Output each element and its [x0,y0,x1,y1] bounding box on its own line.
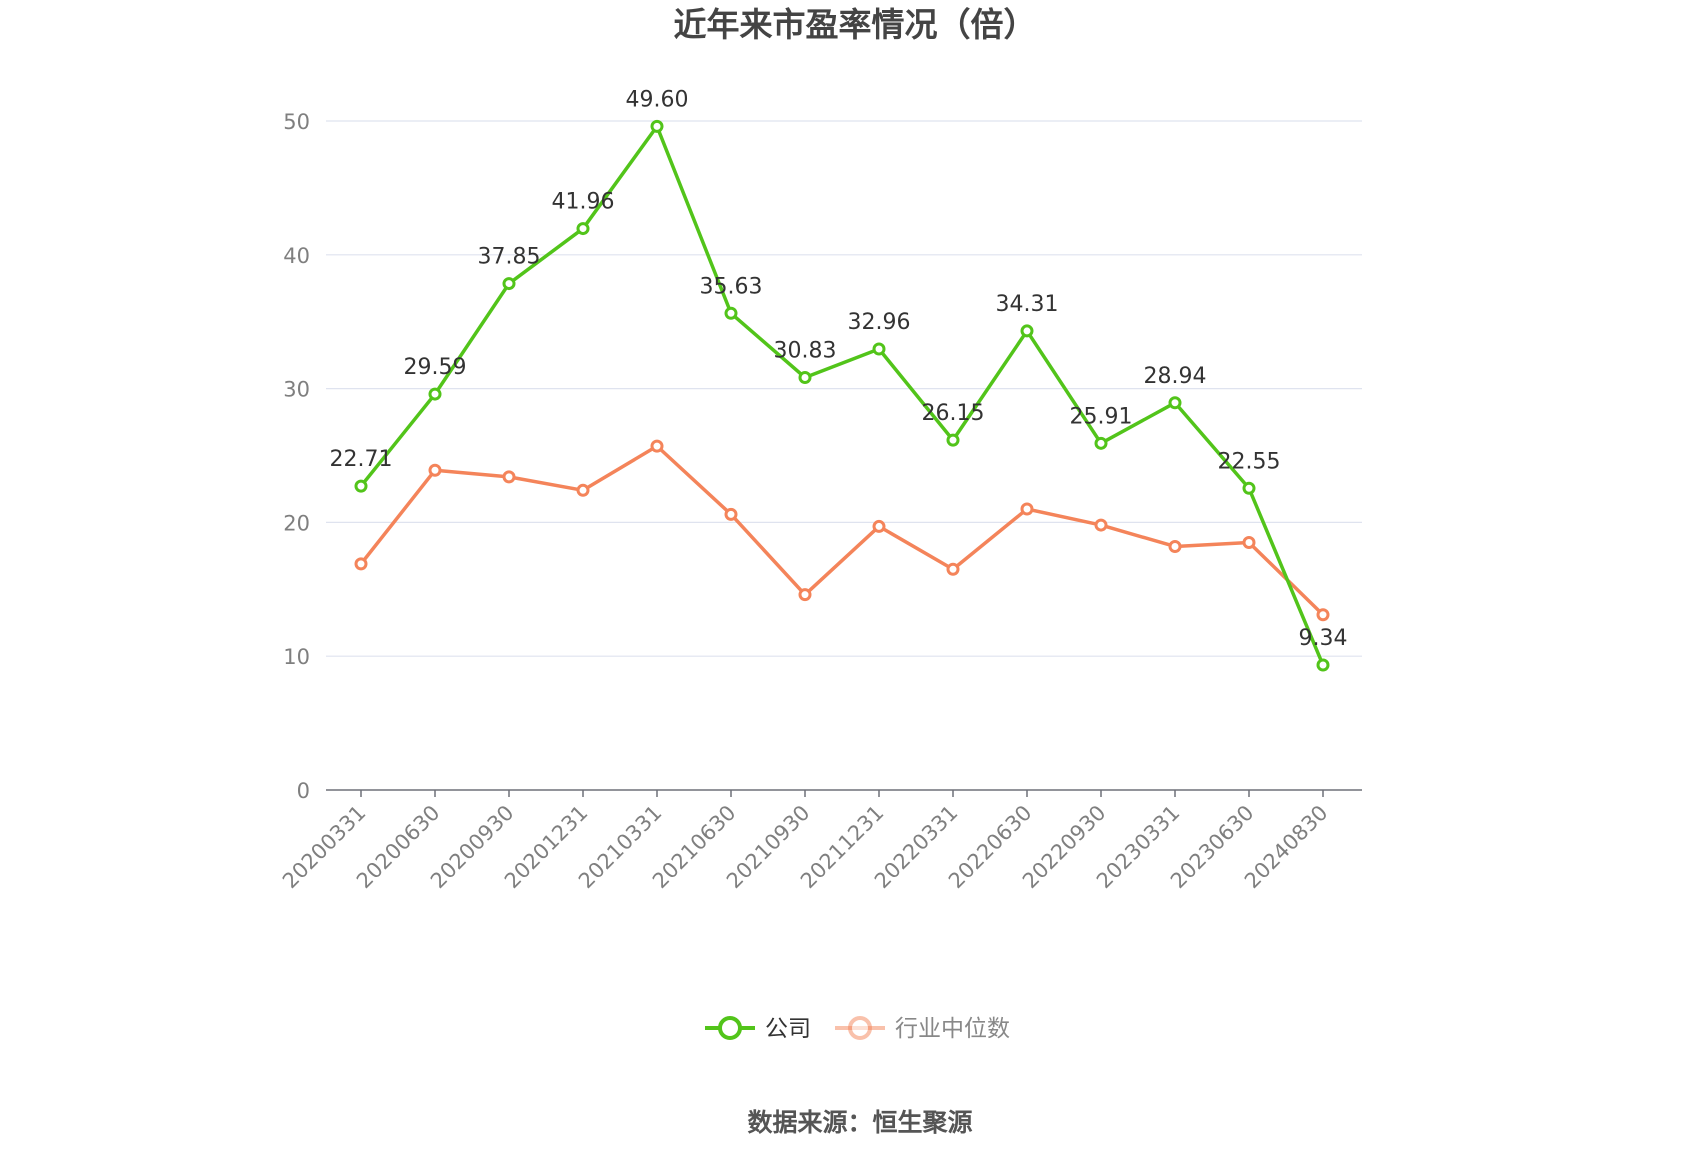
y-tick-label: 30 [283,378,310,402]
data-label: 28.94 [1144,364,1207,389]
data-label: 22.55 [1218,449,1281,474]
y-tick-label: 10 [283,645,310,669]
data-source: 数据来源：恒生聚源 [747,1108,972,1137]
data-point[interactable] [576,483,590,497]
grid-lines [326,120,1362,657]
data-point[interactable] [1316,608,1330,622]
data-point[interactable] [1094,518,1108,532]
y-tick-label: 20 [283,511,310,535]
legend-company-label: 公司 [765,1016,811,1042]
legend-item-company[interactable]: 公司 [705,1016,811,1042]
data-point[interactable] [1020,502,1034,516]
data-point[interactable] [1168,396,1182,410]
data-label: 26.15 [922,401,985,426]
data-point[interactable] [354,479,368,493]
data-point[interactable] [650,439,664,453]
data-point[interactable] [946,562,960,576]
legend-industry-label: 行业中位数 [895,1016,1010,1042]
data-point[interactable] [1242,481,1256,495]
data-label: 9.34 [1299,626,1348,651]
series-layer [354,119,1330,672]
data-point[interactable] [1020,324,1034,338]
data-labels: 22.71 29.59 37.85 41.96 49.60 35.63 30.83 32.96… [330,87,1348,651]
series-line-0 [359,124,1325,666]
data-point[interactable] [798,588,812,602]
data-label: 25.91 [1070,404,1133,429]
data-point[interactable] [872,519,886,533]
data-label: 32.96 [848,310,911,335]
data-label: 37.85 [478,245,541,270]
data-point[interactable] [872,342,886,356]
y-tick-label: 0 [297,779,310,803]
series-line-1 [359,444,1325,616]
data-point[interactable] [502,277,516,291]
data-point[interactable] [1316,658,1330,672]
data-point[interactable] [428,387,442,401]
data-point[interactable] [502,470,516,484]
legend: 公司 行业中位数 [705,1016,1010,1042]
data-label: 30.83 [774,338,837,363]
y-tick-label: 40 [283,244,310,268]
data-point[interactable] [1094,436,1108,450]
data-point[interactable] [428,463,442,477]
data-point[interactable] [724,507,738,521]
data-label: 35.63 [700,274,763,299]
y-axis: 0 10 20 30 40 50 [283,110,310,803]
data-point[interactable] [1168,539,1182,553]
data-label: 49.60 [626,87,689,112]
legend-company-marker [718,1016,742,1040]
legend-item-industry-median[interactable]: 行业中位数 [835,1016,1010,1042]
data-label: 29.59 [404,355,467,380]
chart-title: 近年来市盈率情况（倍） [674,5,1037,44]
legend-industry-marker [848,1016,872,1040]
data-label: 34.31 [996,292,1059,317]
x-axis: 2020033120200630202009302020123120210331… [278,789,1362,893]
data-point[interactable] [798,370,812,384]
data-label: 41.96 [552,190,615,215]
y-tick-label: 50 [283,110,310,134]
data-point[interactable] [946,433,960,447]
data-point[interactable] [354,557,368,571]
data-point[interactable] [576,222,590,236]
data-label: 22.71 [330,447,393,472]
data-point[interactable] [724,306,738,320]
data-point[interactable] [650,119,664,133]
data-point[interactable] [1242,535,1256,549]
